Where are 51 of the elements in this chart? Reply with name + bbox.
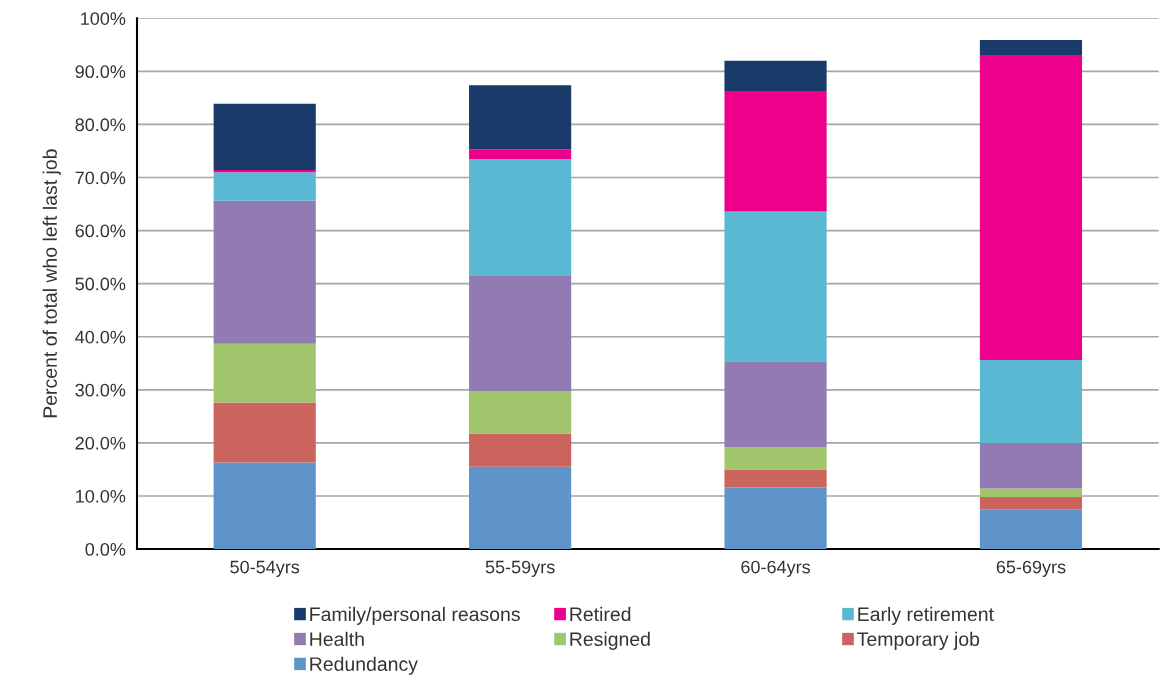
bar	[469, 466, 572, 550]
bar	[213, 103, 316, 171]
bar	[213, 170, 316, 173]
y-tick-label: 90.0%	[75, 65, 126, 79]
legend-label: Resigned	[570, 631, 650, 650]
y-tick-label: 40.0%	[75, 330, 126, 344]
bar	[724, 469, 827, 488]
x-tick-label: 50-54yrs	[230, 560, 300, 577]
legend-label: Early retirement	[858, 606, 994, 625]
y-tick-label: 0.0%	[85, 542, 126, 556]
bar	[979, 360, 1083, 443]
x-tick-label: 65-69yrs	[996, 560, 1066, 577]
bar	[724, 487, 827, 550]
y-tick-label: 50.0%	[75, 277, 126, 291]
bar	[213, 343, 316, 403]
bar	[979, 40, 1083, 55]
bar	[979, 509, 1083, 550]
bar	[213, 402, 316, 463]
bar	[979, 497, 1083, 510]
bar	[724, 447, 827, 470]
legend-label: Retired	[570, 606, 631, 622]
bar	[213, 172, 316, 201]
bar	[213, 200, 316, 344]
legend-label: Health	[310, 631, 364, 647]
y-tick-label: 20.0%	[75, 436, 126, 450]
bar	[724, 211, 827, 362]
y-tick-label: 100%	[81, 12, 126, 25]
y-tick-label: 10.0%	[76, 489, 126, 503]
bar	[469, 275, 572, 392]
x-tick-label: 60-64yrs	[741, 560, 811, 577]
y-tick-label: 70.0%	[75, 171, 126, 185]
x-tick-label: 55-59yrs	[485, 560, 555, 577]
legend-label: Family/personal reasons	[310, 606, 520, 625]
y-tick-label: 80.0%	[75, 118, 126, 132]
bar	[469, 85, 572, 150]
bar	[469, 391, 572, 434]
y-tick-label: 60.0%	[75, 224, 126, 238]
bar	[469, 149, 572, 159]
bar	[213, 462, 316, 550]
bar	[469, 433, 572, 467]
bar	[724, 361, 827, 448]
y-tick-label: 30.0%	[75, 383, 126, 397]
legend-label: Redundancy	[310, 656, 418, 675]
bar	[979, 442, 1083, 489]
y-axis-title: Percent of total who left last job	[42, 149, 61, 418]
bar	[469, 158, 572, 276]
bar	[724, 90, 827, 212]
bar	[979, 54, 1083, 361]
bar	[979, 488, 1083, 498]
bar	[724, 60, 827, 91]
legend-label: Temporary job	[857, 631, 980, 650]
